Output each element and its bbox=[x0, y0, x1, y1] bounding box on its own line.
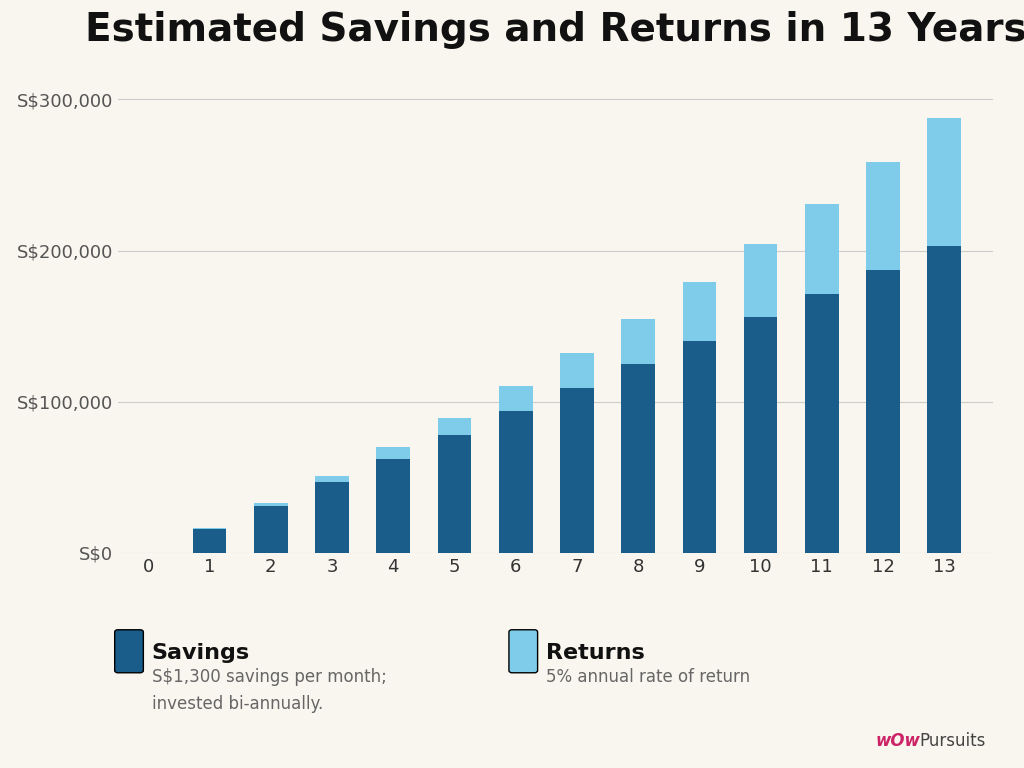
Bar bbox=[683, 341, 716, 553]
Bar bbox=[928, 247, 962, 553]
Bar bbox=[377, 458, 410, 553]
Bar bbox=[377, 447, 410, 458]
Bar bbox=[499, 412, 532, 553]
Text: S$1,300 savings per month;
invested bi-annually.: S$1,300 savings per month; invested bi-a… bbox=[152, 668, 386, 713]
Text: 5% annual rate of return: 5% annual rate of return bbox=[546, 668, 750, 686]
Bar bbox=[254, 503, 288, 506]
Bar bbox=[499, 386, 532, 412]
Bar bbox=[315, 482, 349, 553]
Bar bbox=[866, 162, 900, 270]
Bar bbox=[743, 317, 777, 553]
Bar bbox=[254, 506, 288, 553]
Bar bbox=[928, 118, 962, 247]
Bar bbox=[805, 204, 839, 293]
Bar bbox=[437, 435, 471, 553]
Bar bbox=[437, 418, 471, 435]
Text: Savings: Savings bbox=[152, 643, 250, 663]
Bar bbox=[743, 244, 777, 317]
Bar bbox=[315, 475, 349, 482]
Bar bbox=[866, 270, 900, 553]
Bar bbox=[622, 319, 655, 364]
Bar bbox=[683, 283, 716, 341]
Bar bbox=[622, 364, 655, 553]
Bar bbox=[560, 353, 594, 388]
Text: Returns: Returns bbox=[546, 643, 644, 663]
Bar bbox=[193, 528, 226, 529]
Bar bbox=[560, 388, 594, 553]
Bar bbox=[805, 293, 839, 553]
Title: Estimated Savings and Returns in 13 Years: Estimated Savings and Returns in 13 Year… bbox=[85, 12, 1024, 49]
Bar bbox=[193, 529, 226, 553]
Text: wOw: wOw bbox=[876, 733, 921, 750]
Text: Pursuits: Pursuits bbox=[920, 733, 986, 750]
